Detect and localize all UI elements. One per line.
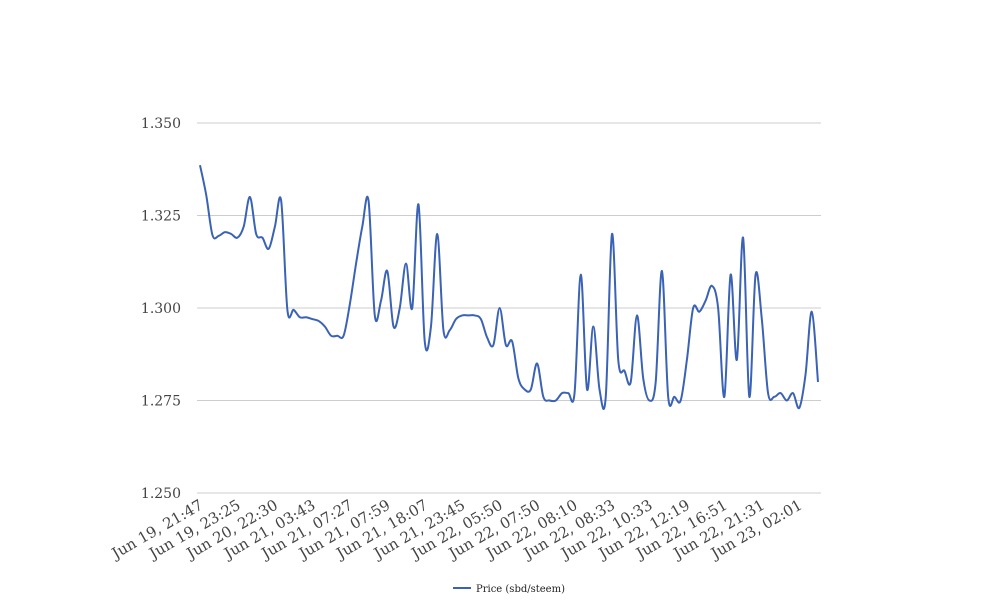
y-tick-label: 1.350: [141, 116, 181, 132]
legend-label: Price (sbd/steem): [476, 584, 565, 595]
y-tick-label: 1.250: [141, 486, 181, 502]
y-tick-label: 1.300: [141, 301, 181, 317]
price-line: [199, 164, 819, 410]
y-tick-label: 1.275: [141, 394, 181, 410]
y-tick-label: 1.325: [141, 209, 181, 225]
